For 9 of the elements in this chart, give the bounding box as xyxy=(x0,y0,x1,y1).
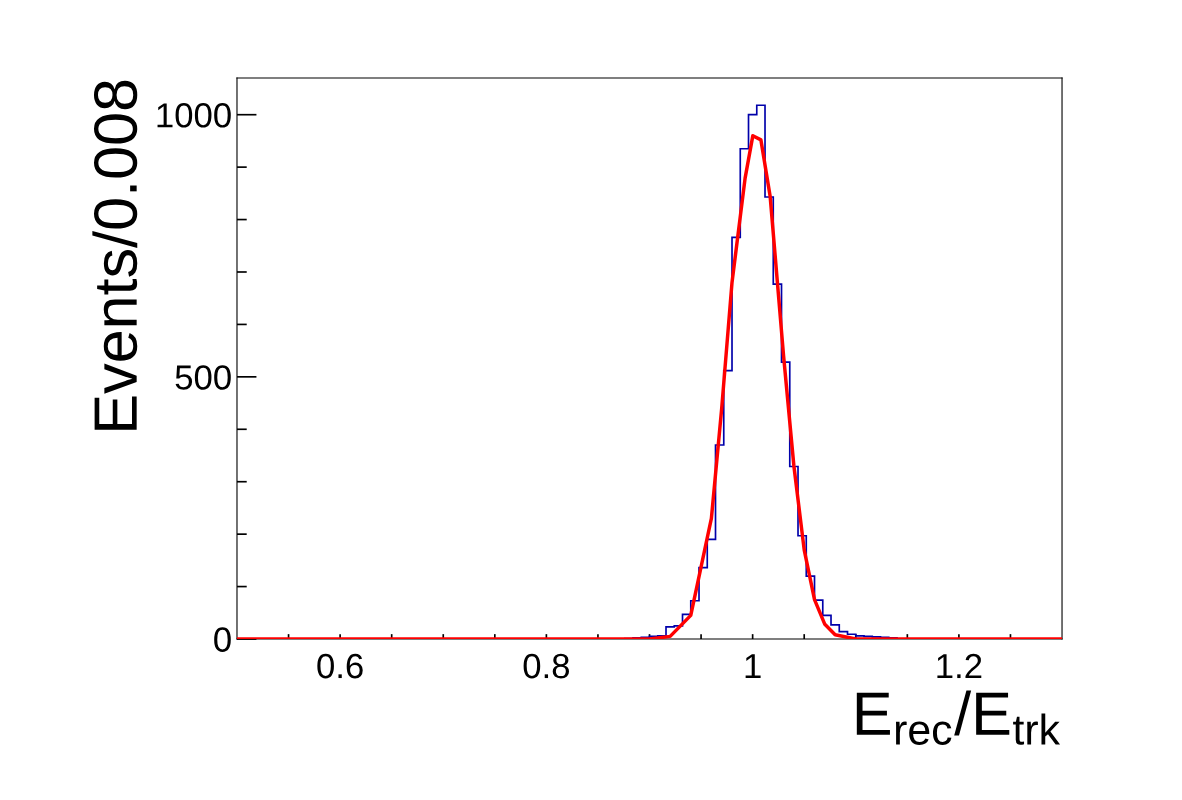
x-axis-title: E$_{rec}$/E$_{trk}$ xyxy=(856,690,1061,745)
y-axis-title: Events/0.008 xyxy=(92,80,138,430)
y-tick-label: 1000 xyxy=(157,103,231,128)
x-tick-label: 0.6 xyxy=(317,653,363,679)
y-tick-label: 500 xyxy=(175,365,231,390)
x-tick-label: 0.8 xyxy=(523,653,570,679)
x-tick-label: 1.2 xyxy=(937,653,982,679)
y-tick-label: 0 xyxy=(214,627,231,652)
x-tick-label: 1 xyxy=(745,654,761,679)
